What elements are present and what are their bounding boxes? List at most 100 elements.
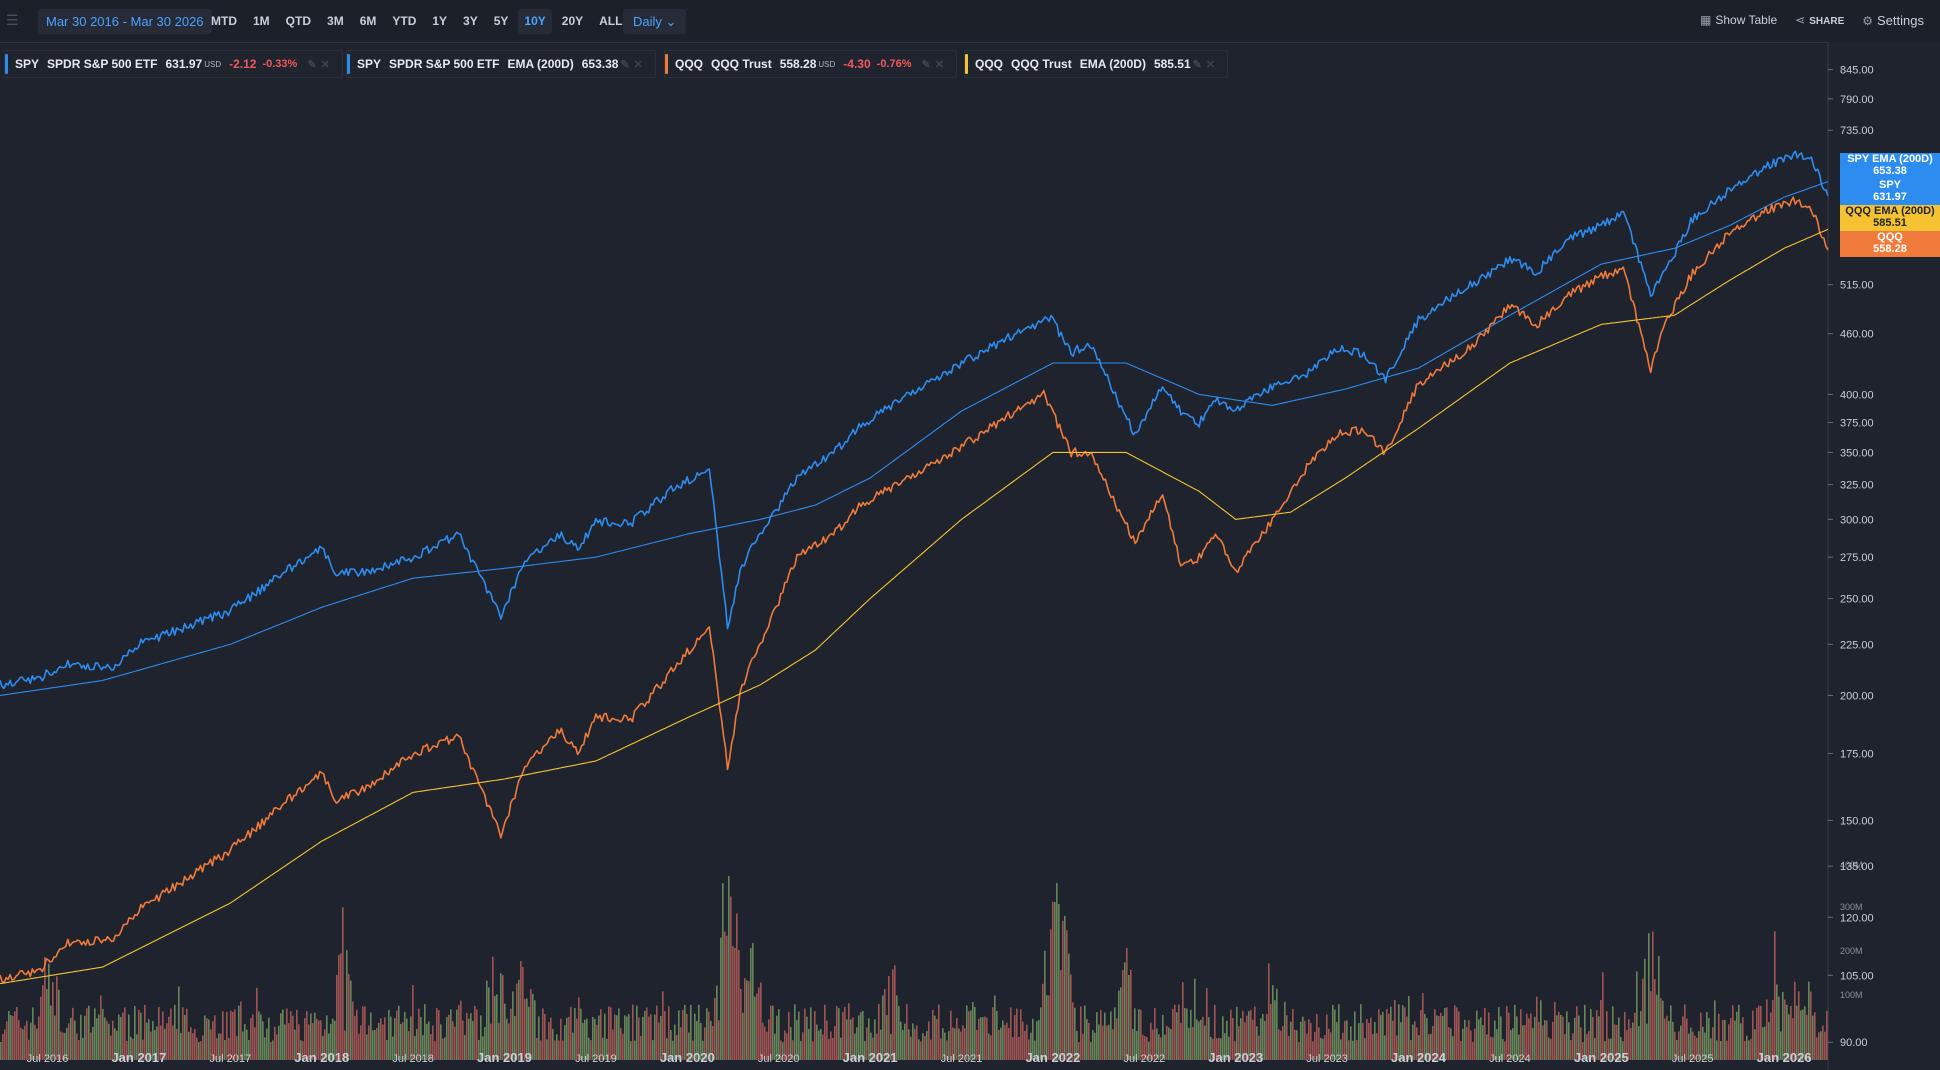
- legend-item-qqq[interactable]: QQQ QQQ Trust 558.28 USD -4.30 -0.76% ✎✕: [664, 50, 957, 78]
- share-button[interactable]: ⋖ SHARE: [1795, 13, 1844, 28]
- volume-bar: [1042, 983, 1044, 1060]
- volume-bar: [484, 1026, 486, 1060]
- volume-bar: [810, 1007, 812, 1060]
- period-1y[interactable]: 1Y: [432, 14, 448, 28]
- volume-bar: [1730, 1018, 1732, 1060]
- x-tick-label: Jan 2020: [660, 1050, 715, 1065]
- volume-bar: [158, 1006, 160, 1060]
- volume-bar: [1104, 1012, 1106, 1060]
- volume-bar: [1254, 1006, 1256, 1060]
- volume-bar: [1214, 1005, 1216, 1060]
- volume-bar: [1716, 1040, 1718, 1060]
- volume-bar: [496, 994, 498, 1060]
- volume-bar: [1642, 978, 1644, 1060]
- volume-bar: [1630, 1028, 1632, 1060]
- legend-edit-close-icon[interactable]: ✎✕: [1192, 58, 1220, 71]
- period-20y[interactable]: 20Y: [561, 14, 584, 28]
- volume-bar: [812, 1041, 814, 1060]
- volume-bar: [184, 1014, 186, 1060]
- legend-edit-close-icon[interactable]: ✎✕: [620, 58, 647, 71]
- settings-button[interactable]: ⚙ Settings: [1862, 13, 1924, 28]
- volume-bar: [598, 1015, 600, 1060]
- period-3m[interactable]: 3M: [327, 14, 344, 28]
- volume-bar: [1374, 1021, 1376, 1060]
- volume-bar: [694, 1013, 696, 1060]
- volume-bar: [1362, 1022, 1364, 1060]
- volume-bar: [392, 1036, 394, 1060]
- legend-item-qqq-ema[interactable]: QQQ QQQ Trust EMA (200D) 585.51 ✎✕: [964, 50, 1229, 78]
- toolbar-actions: ▦ Show Table ⋖ SHARE ⚙ Settings: [1700, 13, 1924, 28]
- volume-bar: [1618, 1017, 1620, 1060]
- volume-bar: [1022, 1021, 1024, 1060]
- volume-bar: [1760, 1005, 1762, 1060]
- volume-bar: [452, 1021, 454, 1060]
- volume-bar: [1116, 1018, 1118, 1060]
- volume-bar: [1130, 969, 1132, 1060]
- volume-bar: [1676, 1040, 1678, 1060]
- volume-bar: [258, 1011, 260, 1060]
- volume-bar: [194, 1029, 196, 1060]
- legend-item-spy-ema[interactable]: SPY SPDR S&P 500 ETF EMA (200D) 653.38 ✎✕: [346, 50, 656, 78]
- volume-bar: [1094, 1032, 1096, 1060]
- show-table-button[interactable]: ▦ Show Table: [1700, 13, 1777, 28]
- volume-bar: [624, 1015, 626, 1060]
- volume-bar: [852, 1017, 854, 1060]
- volume-bar: [638, 1017, 640, 1060]
- period-all[interactable]: ALL: [599, 14, 623, 28]
- volume-bar: [300, 1040, 302, 1060]
- volume-bar: [382, 1024, 384, 1060]
- volume-bar: [650, 1014, 652, 1060]
- volume-bar: [1528, 1018, 1530, 1060]
- volume-bar: [988, 1033, 990, 1060]
- volume-bar: [1736, 1011, 1738, 1060]
- volume-bar: [1194, 978, 1196, 1060]
- volume-bar: [1508, 1012, 1510, 1060]
- volume-bar: [1826, 1010, 1828, 1060]
- legend-item-spy[interactable]: SPY SPDR S&P 500 ETF 631.97 USD -2.12 -0.33% ✎…: [4, 50, 343, 78]
- volume-bar: [440, 1024, 442, 1060]
- volume-bar: [1388, 1013, 1390, 1060]
- volume-bar: [196, 1037, 198, 1060]
- menu-icon[interactable]: ☰: [6, 12, 19, 28]
- volume-bar: [226, 1011, 228, 1060]
- legend-edit-close-icon[interactable]: ✎✕: [307, 58, 334, 71]
- volume-bar: [294, 1029, 296, 1060]
- legend-edit-close-icon[interactable]: ✎✕: [921, 58, 948, 71]
- volume-bar: [1768, 1022, 1770, 1060]
- period-3y[interactable]: 3Y: [463, 14, 478, 28]
- period-6m[interactable]: 6M: [359, 14, 377, 28]
- volume-bar: [310, 1013, 312, 1060]
- period-1m[interactable]: 1M: [253, 14, 270, 28]
- volume-bar: [1106, 1025, 1108, 1060]
- volume-bar: [722, 883, 724, 1060]
- volume-bar: [68, 1023, 70, 1060]
- volume-bar: [1702, 1026, 1704, 1060]
- volume-bar: [414, 1035, 416, 1060]
- volume-bar: [438, 1010, 440, 1060]
- volume-bar: [730, 896, 732, 1060]
- volume-bar: [492, 956, 494, 1060]
- volume-bar: [1744, 1040, 1746, 1060]
- volume-bar: [354, 1015, 356, 1060]
- volume-bar: [680, 1027, 682, 1060]
- period-ytd[interactable]: YTD: [392, 14, 417, 28]
- volume-bar: [1348, 1040, 1350, 1060]
- x-tick-label: Jul 2024: [1489, 1053, 1531, 1065]
- date-range-button[interactable]: Mar 30 2016 - Mar 30 2026: [38, 9, 212, 34]
- volume-bar: [1040, 1007, 1042, 1060]
- volume-bar: [800, 1040, 802, 1060]
- volume-bar: [612, 1029, 614, 1060]
- price-chart[interactable]: 400M 300M 200M 100M 845.00 790.00 735.00 515.00…: [0, 42, 1940, 1070]
- period-qtd[interactable]: QTD: [285, 14, 312, 28]
- volume-bar: [916, 1025, 918, 1060]
- period-5y[interactable]: 5Y: [493, 14, 509, 28]
- volume-bar: [1438, 1016, 1440, 1060]
- volume-bar: [1440, 1013, 1442, 1060]
- period-mtd[interactable]: MTD: [211, 14, 237, 28]
- volume-bar: [1410, 1040, 1412, 1060]
- period-10y[interactable]: 10Y: [518, 9, 552, 34]
- volume-bar: [1198, 1021, 1200, 1060]
- volume-bar: [642, 1016, 644, 1060]
- interval-dropdown[interactable]: Daily ⌄: [623, 9, 687, 34]
- volume-bar: [1442, 1016, 1444, 1060]
